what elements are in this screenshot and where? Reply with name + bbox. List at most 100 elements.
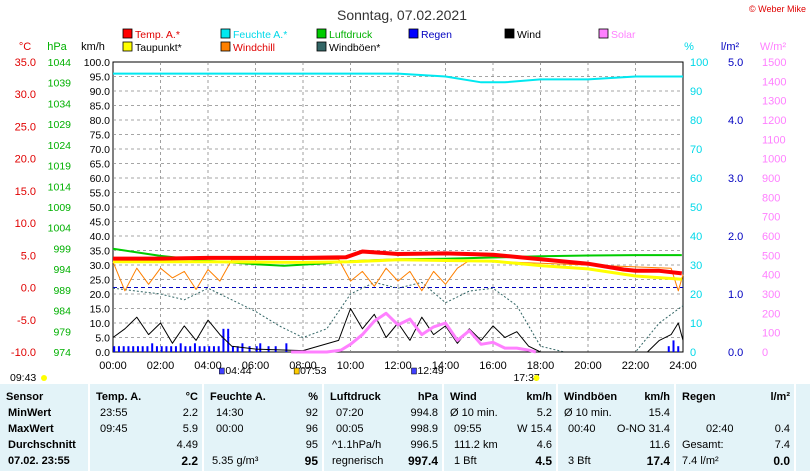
legend-label: Taupunkt*	[135, 42, 182, 54]
temp-axis-tick: -10.0	[11, 347, 36, 359]
solar-axis-tick: 700	[762, 212, 780, 224]
humidity-axis-tick: 90	[690, 86, 702, 98]
wind-axis-tick: 35.0	[90, 246, 111, 258]
solar-axis-tick: 900	[762, 173, 780, 185]
pressure-max-value: 998.9	[410, 423, 438, 435]
temp-header: Temp. A.	[96, 391, 142, 403]
left-time-label: 09:43	[10, 372, 36, 384]
pressure-state: regnerisch	[332, 455, 384, 467]
rain-axis-tick: 1.0	[728, 289, 743, 301]
wind-column: Wind km/h Ø 10 min. 5.2 09:55 W 15.4 111.2 …	[444, 384, 556, 471]
humidity-axis-tick: 30	[690, 260, 702, 272]
pressure-trend: ^1.1hPa/h	[332, 439, 382, 451]
legend-label: Windböen*	[329, 42, 380, 54]
humidity-current-value: 95	[304, 454, 318, 468]
gust-max-value: O-NO 31.4	[616, 423, 670, 435]
wind-axis-tick: 25.0	[90, 275, 111, 287]
legend-swatch	[504, 28, 515, 39]
humidity-axis-tick: 20	[690, 289, 702, 301]
temp-avg-value: 4.49	[176, 439, 198, 451]
pressure-axis-tick: 979	[53, 326, 71, 338]
weather-chart: 00:00 02:00 04:00 06:00 08:00 10:00 12:00 14:00…	[10, 4, 806, 384]
x-tick-label: 16:00	[479, 360, 507, 372]
pressure-unit: hPa	[417, 391, 438, 403]
x-tick-label: 18:00	[527, 360, 555, 372]
legend-label: Temp. A.*	[135, 29, 180, 41]
wind-axis-tick: 60.0	[90, 173, 111, 185]
humidity-axis-tick: 40	[690, 231, 702, 243]
humidity-axis-tick: 60	[690, 173, 702, 185]
rain-bar	[141, 346, 144, 352]
rain-bar	[259, 343, 262, 352]
pressure-avg-value: 996.5	[410, 439, 438, 451]
wind-axis-tick: 5.0	[95, 333, 110, 345]
wind-avg10-label: Ø 10 min.	[450, 407, 498, 419]
x-tick-label: 12:00	[384, 360, 412, 372]
temp-unit: °C	[185, 391, 198, 403]
wind-axis-tick: 70.0	[90, 144, 111, 156]
wind-avg10-value: 5.2	[536, 407, 552, 419]
plot-grid	[112, 61, 684, 353]
rain-total-value: 7.4	[774, 439, 790, 451]
rain-bar	[222, 328, 225, 352]
legend-label: Wind	[517, 29, 541, 41]
pressure-column: Luftdruck hPa 07:20 994.8 00:05 998.9 ^1.1h…	[324, 384, 442, 471]
rain-unit: l/m²	[770, 391, 790, 403]
legend-swatch	[316, 41, 327, 52]
rain-bar	[122, 346, 125, 352]
rain-max-time: 02:40	[706, 423, 734, 435]
humidity-max-time: 00:00	[216, 423, 244, 435]
temp-min-time: 23:55	[100, 407, 128, 419]
series-line-wind	[112, 308, 684, 353]
rain-axis-tick: 0.0	[728, 347, 743, 359]
solar-axis-tick: 500	[762, 250, 780, 262]
solar-axis-tick: 1000	[762, 154, 786, 166]
pressure-axis-tick: 1009	[48, 202, 72, 214]
solar-axis-tick: 1300	[762, 96, 786, 108]
x-tick-label: 02:00	[147, 360, 175, 372]
solar-axis-unit: W/m²	[760, 41, 787, 53]
average-label: Durchschnitt	[8, 439, 76, 451]
wind-axis-tick: 80.0	[90, 115, 111, 127]
temp-axis-tick: 15.0	[15, 186, 36, 198]
temp-min-value: 2.2	[182, 407, 198, 419]
temp-column: Temp. A. °C 23:55 2.2 09:45 5.9 4.49 2.2	[90, 384, 202, 471]
rain-column: Regen l/m² 02:40 0.4 Gesamt: 7.4 7.4 l/m² 0.…	[676, 384, 794, 471]
legend-swatch	[316, 28, 327, 39]
temp-max-value: 5.9	[182, 423, 198, 435]
series-line-taupunkt	[113, 258, 682, 281]
rain-bar	[212, 346, 215, 352]
rain-bar	[667, 346, 670, 352]
rain-bar	[160, 346, 163, 352]
rain-axis-tick: 5.0	[728, 57, 743, 69]
legend-swatch	[408, 28, 419, 39]
rain-bar	[672, 340, 675, 352]
rain-total-label: Gesamt:	[682, 439, 724, 451]
wind-avg-value: 4.6	[536, 439, 552, 451]
x-tick-label: 10:00	[337, 360, 365, 372]
rain-bar	[227, 328, 230, 352]
gust-header: Windböen	[564, 391, 618, 403]
x-tick-label: 24:00	[669, 360, 697, 372]
gust-avg-value: 11.6	[649, 439, 670, 451]
pressure-axis-tick: 999	[53, 243, 71, 255]
solar-axis-tick: 600	[762, 231, 780, 243]
rain-header: Regen	[682, 391, 716, 403]
rain-bar	[198, 346, 201, 352]
rain-bar	[193, 343, 196, 352]
humidity-axis-tick: 70	[690, 144, 702, 156]
summary-table: Sensor MinWert MaxWert Durchschnitt 07.0…	[0, 384, 810, 471]
humidity-unit: %	[308, 391, 318, 403]
pressure-current-value: 997.4	[407, 454, 438, 468]
legend-swatch	[220, 28, 231, 39]
legend-label: Solar	[611, 29, 636, 41]
rain-bar	[231, 346, 234, 352]
event-markers: 09:43 04:44 07:53 12:49 17:37	[10, 365, 540, 384]
rain-bar	[174, 346, 177, 352]
humidity-axis-unit: %	[684, 41, 694, 53]
rain-bar	[146, 346, 149, 352]
culmination-icon	[411, 367, 417, 375]
wind-axis-tick: 10.0	[90, 318, 111, 330]
wind-axis-tick: 75.0	[90, 130, 111, 142]
rain-max-value: 0.4	[774, 423, 790, 435]
